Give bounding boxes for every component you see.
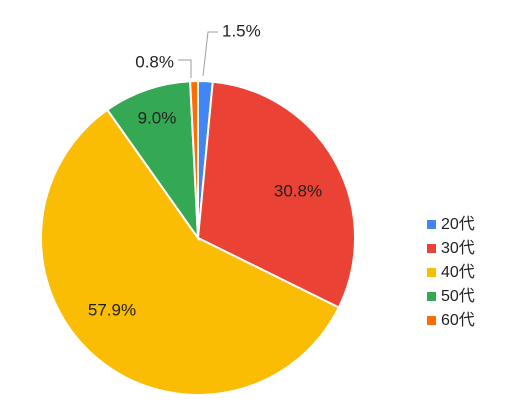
pie-slice-2 <box>196 80 356 309</box>
legend-swatch-3 <box>427 268 436 277</box>
legend-label-5: 60代 <box>441 311 475 329</box>
legend-swatch-4 <box>427 292 436 301</box>
leader-line-1 <box>202 31 218 77</box>
legend-swatch-5 <box>427 316 436 325</box>
pie-slice-5 <box>189 79 199 239</box>
pie-slice-4 <box>105 80 200 242</box>
legend-swatch-1 <box>427 220 436 229</box>
slice-label-5: 0.8% <box>135 52 174 71</box>
slice-label-3: 57.9% <box>88 300 136 319</box>
slice-label-1: 1.5% <box>222 21 261 40</box>
legend-label-4: 50代 <box>441 287 475 305</box>
legend-label-2: 30代 <box>441 239 475 257</box>
legend-label-1: 20代 <box>441 215 475 233</box>
legend-swatch-2 <box>427 244 436 253</box>
legend-label-3: 40代 <box>441 263 475 281</box>
slice-label-4: 9.0% <box>138 108 177 127</box>
leader-lines <box>178 31 218 78</box>
legend: 20代 30代 40代 50代 60代 <box>427 215 475 329</box>
slice-label-2: 30.8% <box>274 181 322 200</box>
pie-slice-3 <box>40 108 341 396</box>
pie-slices <box>40 79 356 396</box>
slice-labels: 1.5% 30.8% 57.9% 9.0% 0.8% <box>88 21 322 319</box>
leader-line-5 <box>178 59 192 78</box>
